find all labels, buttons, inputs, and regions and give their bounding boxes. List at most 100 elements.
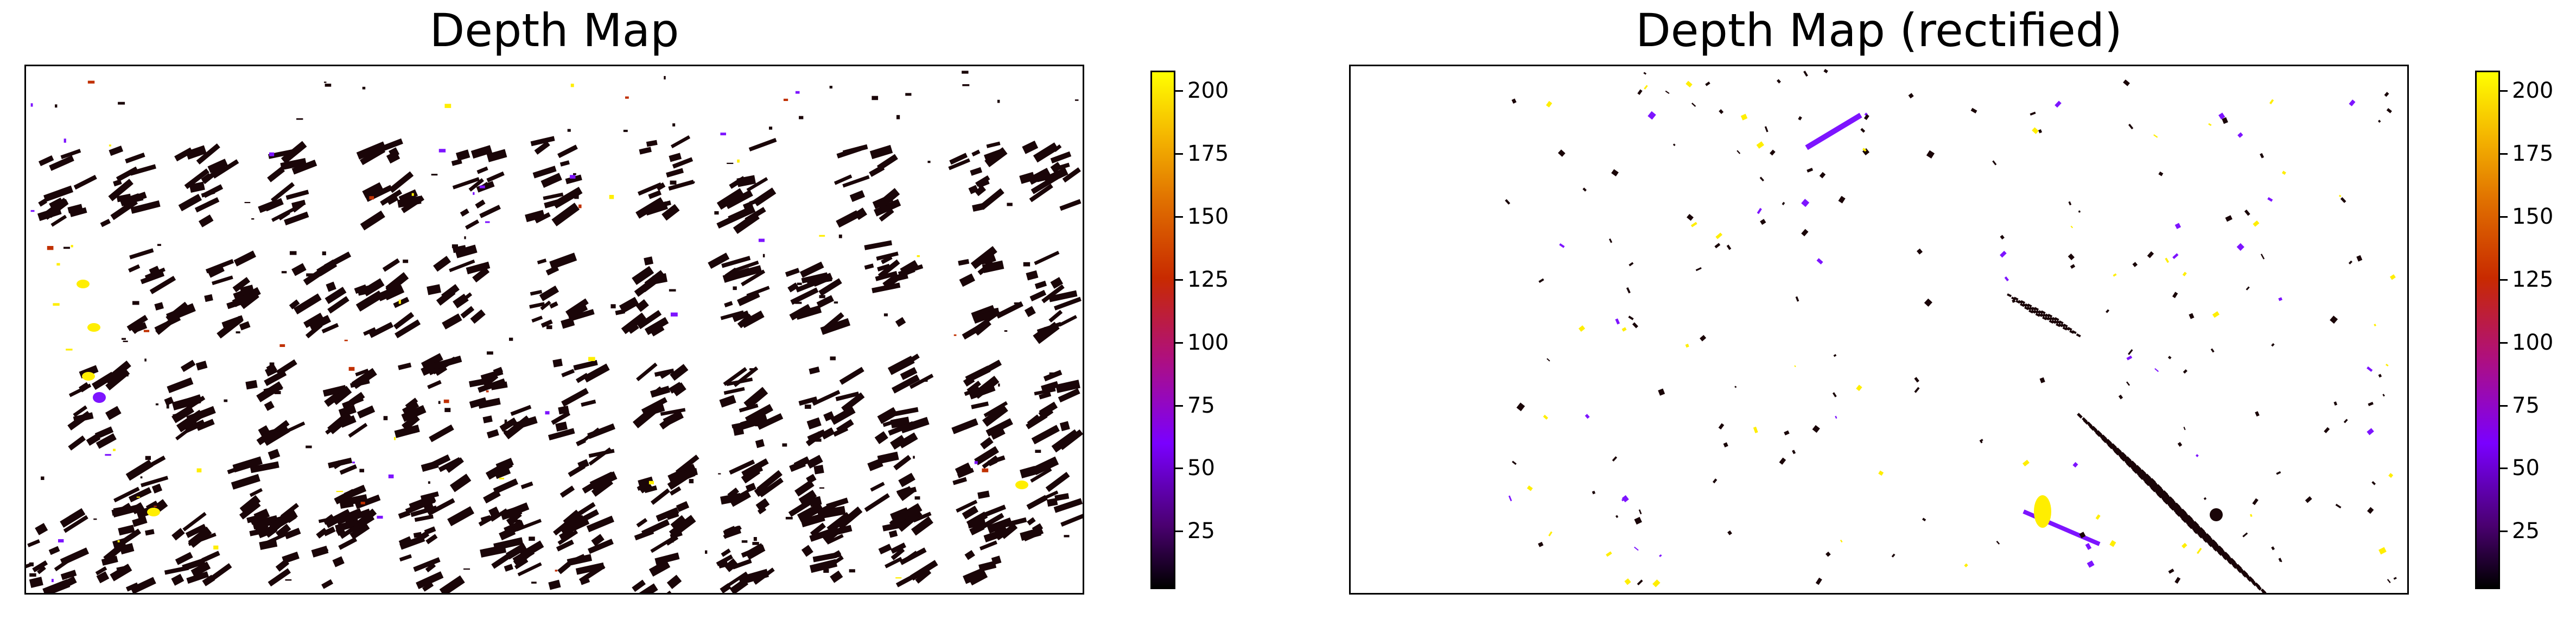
depth-blob [733, 425, 745, 436]
colorbar-tick-label: 75 [2512, 393, 2540, 418]
depth-blob [475, 199, 486, 209]
depth-blob [1059, 421, 1070, 432]
depth-speck [285, 579, 292, 581]
depth-blob [738, 569, 769, 585]
depth-speck [1719, 109, 1724, 114]
depth-speck [2087, 560, 2095, 568]
depth-blob [49, 197, 63, 209]
depth-blob [830, 406, 856, 425]
depth-speck [768, 127, 773, 130]
depth-blob [829, 550, 841, 559]
depth-blob [732, 422, 746, 428]
depth-blob [552, 358, 563, 368]
depth-blob [363, 327, 377, 336]
depth-blob [186, 571, 209, 584]
depth-blob [517, 562, 542, 577]
chart-title-left: Depth Map [429, 4, 679, 57]
depth-speck [2000, 250, 2007, 258]
depth-blob [185, 523, 207, 538]
depth-speck [567, 129, 571, 132]
colorbar-tick-label: 50 [1187, 456, 1215, 481]
depth-blob [746, 286, 770, 298]
depth-speck [1637, 579, 1643, 586]
depth-speck [830, 356, 836, 361]
depth-speck [51, 579, 54, 583]
depth-blob [668, 180, 695, 191]
depth-speck [762, 254, 765, 257]
depth-blob [716, 188, 745, 210]
depth-blob [890, 507, 909, 520]
depth-blob [382, 258, 400, 272]
depth-speck [823, 569, 829, 573]
depth-blob [254, 520, 269, 534]
depth-blob [741, 269, 766, 287]
depth-blob [1038, 406, 1054, 420]
depth-speck [122, 374, 129, 377]
depth-blob [982, 260, 1004, 274]
depth-speck [795, 301, 802, 304]
depth-blob [79, 382, 90, 393]
depth-blob [239, 495, 261, 515]
depth-blob [240, 292, 259, 310]
depth-blob [164, 565, 189, 575]
depth-speck [1606, 551, 1612, 557]
depth-speck [1737, 150, 1741, 154]
colorbar-tick-mark [1175, 530, 1183, 533]
depth-speck [1714, 243, 1721, 249]
depth-speck [1734, 386, 1737, 388]
depth-speck [322, 251, 326, 256]
depth-blob [891, 547, 905, 560]
depth-blob [660, 369, 673, 379]
depth-speck [1612, 456, 1618, 462]
depth-blob [480, 545, 507, 558]
depth-blob [427, 380, 442, 389]
depth-speck [2109, 540, 2116, 547]
depth-blob [587, 423, 615, 439]
depth-blob [332, 460, 342, 470]
depth-speck [213, 545, 219, 549]
depth-speck [29, 562, 34, 566]
depth-blob [545, 265, 559, 276]
depth-blob [978, 513, 1004, 531]
depth-blob [189, 181, 205, 193]
depth-speck [30, 103, 33, 107]
depth-blob [342, 395, 364, 409]
depth-blob [455, 244, 478, 258]
depth-speck [1856, 384, 1862, 391]
depth-speck [2182, 271, 2187, 276]
depth-blob [578, 563, 606, 584]
depth-speck [1626, 287, 1631, 294]
depth-speck [2095, 514, 2101, 520]
depth-speck [244, 201, 251, 204]
depth-blob [414, 514, 434, 522]
depth-speck [2252, 498, 2259, 506]
colorbar-tick-mark [1175, 90, 1183, 92]
depth-blob [198, 214, 214, 228]
depth-speck [671, 541, 674, 543]
depth-speck [2349, 99, 2356, 106]
depth-speck [1784, 430, 1790, 435]
depth-blob [1062, 167, 1081, 183]
depth-blob [128, 487, 152, 503]
depth-blob [985, 418, 1013, 437]
depth-blob [669, 153, 682, 162]
depth-blob [94, 426, 114, 439]
depth-blob [1000, 523, 1018, 539]
depth-speck [1007, 203, 1013, 206]
depth-blob [239, 321, 251, 331]
depth-blob [896, 486, 911, 495]
depth-blob [666, 574, 682, 589]
depth-blob [1029, 289, 1047, 302]
depth-speck [192, 153, 195, 155]
heatmap-image-left [26, 71, 1083, 593]
depth-speck [269, 362, 275, 365]
depth-blob [708, 252, 730, 269]
depth-blob [586, 515, 614, 533]
depth-blob [276, 359, 297, 376]
depth-speck [269, 152, 275, 156]
colorbar-tick-label: 100 [1187, 330, 1229, 355]
depth-blob [27, 539, 40, 547]
depth-blob [1032, 456, 1059, 475]
depth-speck [2335, 503, 2342, 509]
depth-blob [669, 486, 682, 496]
